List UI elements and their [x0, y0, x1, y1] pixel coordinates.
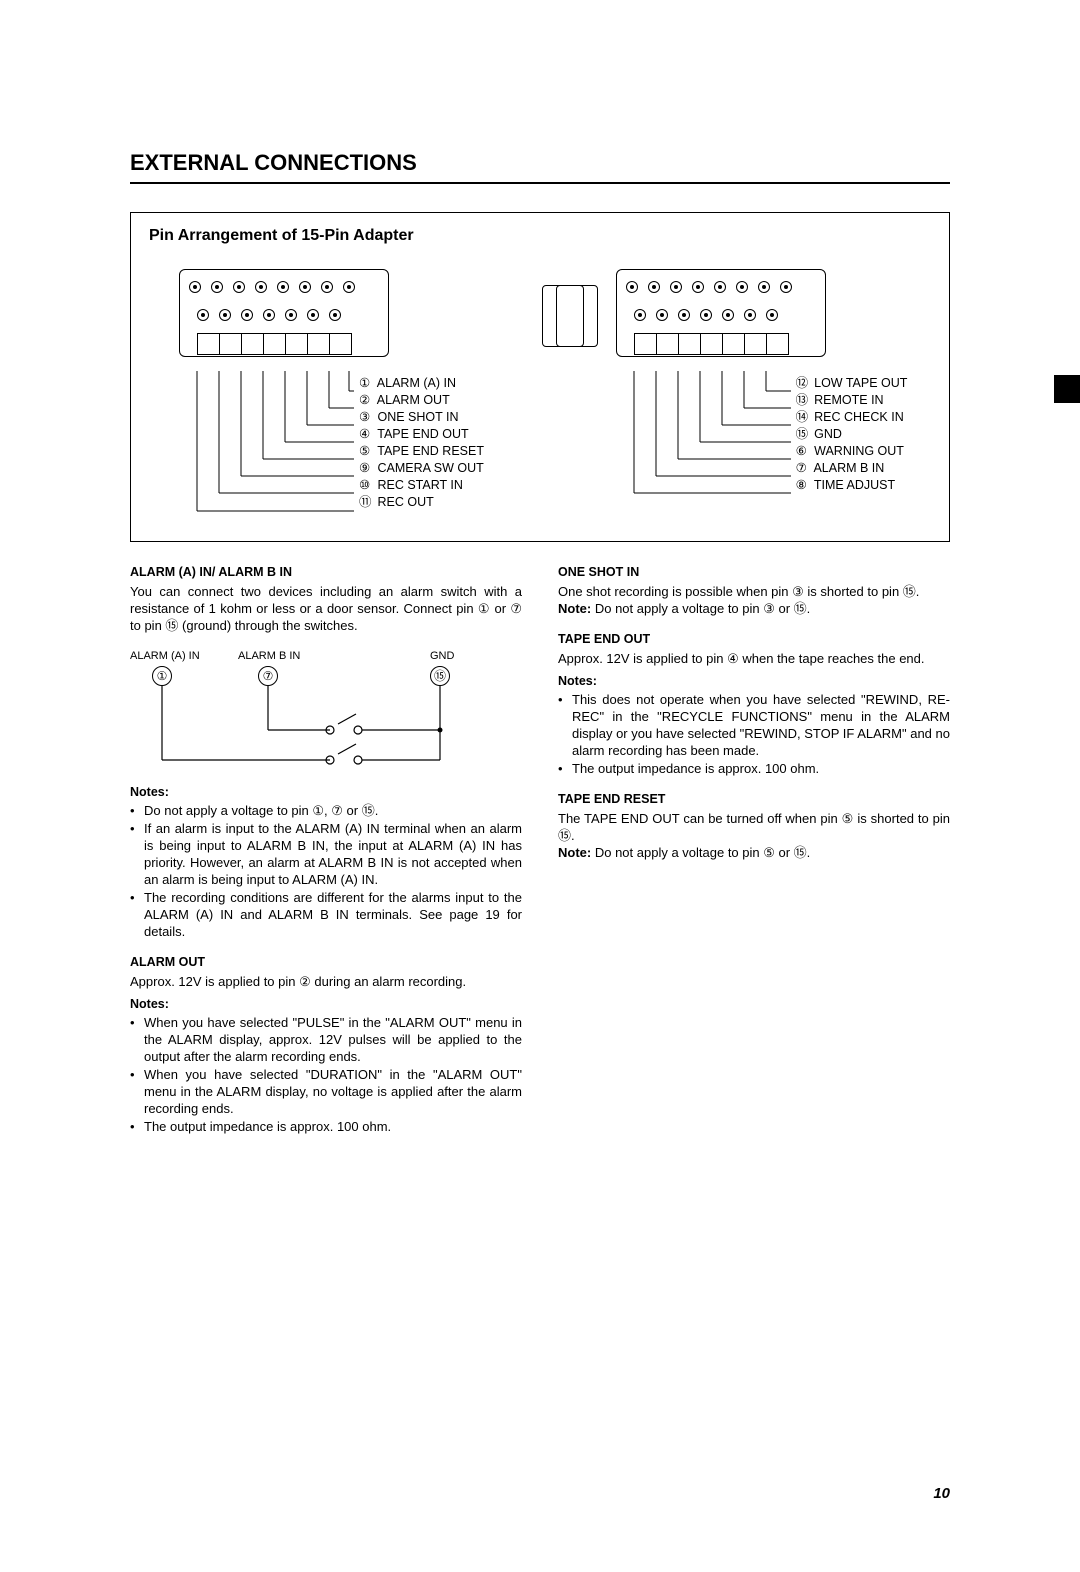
notes-head: Notes:: [130, 996, 522, 1013]
bullet-item: •Do not apply a voltage to pin ①, ⑦ or ⑮…: [130, 802, 522, 819]
bullet-item: •This does not operate when you have sel…: [558, 691, 950, 759]
box-subtitle: Pin Arrangement of 15-Pin Adapter: [149, 227, 931, 245]
bullet-item: •If an alarm is input to the ALARM (A) I…: [130, 820, 522, 888]
terminal-strip: [634, 333, 789, 355]
page-edge-tab: [1054, 375, 1080, 403]
body-text: Approx. 12V is applied to pin ④ when the…: [558, 650, 950, 667]
page-number: 10: [933, 1485, 950, 1502]
section-head: ALARM (A) IN/ ALARM B IN: [130, 564, 522, 581]
diagram-row: ① ALARM (A) IN ② ALARM OUT ③ ONE SHOT IN…: [149, 261, 931, 521]
note-line: Note: Do not apply a voltage to pin ⑤ or…: [558, 844, 950, 861]
bullet-item: •The output impedance is approx. 100 ohm…: [130, 1118, 522, 1135]
pin-row-bottom: [634, 309, 778, 321]
notes-head: Notes:: [130, 784, 522, 801]
pin-row-top: [626, 281, 792, 293]
body-text: You can connect two devices including an…: [130, 583, 522, 634]
section-head: ONE SHOT IN: [558, 564, 950, 581]
adapter-box: Pin Arrangement of 15-Pin Adapter: [130, 212, 950, 542]
note-line: Note: Do not apply a voltage to pin ③ or…: [558, 600, 950, 617]
text-columns: ALARM (A) IN/ ALARM B IN You can connect…: [130, 564, 950, 1135]
body-text: Approx. 12V is applied to pin ② during a…: [130, 973, 522, 990]
section-head: TAPE END RESET: [558, 791, 950, 808]
bullet-item: •When you have selected "DURATION" in th…: [130, 1066, 522, 1117]
dsub-icon: [556, 285, 598, 347]
body-text: The TAPE END OUT can be turned off when …: [558, 810, 950, 844]
bullet-item: •The recording conditions are different …: [130, 889, 522, 940]
pin-list-right: ⑫ LOW TAPE OUT ⑬ REMOTE IN ⑭ REC CHECK I…: [796, 375, 908, 494]
pin-row-top: [189, 281, 355, 293]
section-head: TAPE END OUT: [558, 631, 950, 648]
bullet-item: •The output impedance is approx. 100 ohm…: [558, 760, 950, 777]
terminal-strip: [197, 333, 352, 355]
wiring-diagram: ALARM (A) IN ALARM B IN GND ① ⑦ ⑮: [130, 648, 522, 778]
notes-head: Notes:: [558, 673, 950, 690]
pin-row-bottom: [197, 309, 341, 321]
right-column: ONE SHOT IN One shot recording is possib…: [558, 564, 950, 1135]
connector-right: ⑫ LOW TAPE OUT ⑬ REMOTE IN ⑭ REC CHECK I…: [556, 261, 931, 521]
left-column: ALARM (A) IN/ ALARM B IN You can connect…: [130, 564, 522, 1135]
page-title: EXTERNAL CONNECTIONS: [130, 150, 950, 184]
section-head: ALARM OUT: [130, 954, 522, 971]
connector-left: ① ALARM (A) IN ② ALARM OUT ③ ONE SHOT IN…: [149, 261, 524, 521]
body-text: One shot recording is possible when pin …: [558, 583, 950, 600]
bullet-item: •When you have selected "PULSE" in the "…: [130, 1014, 522, 1065]
pin-list-left: ① ALARM (A) IN ② ALARM OUT ③ ONE SHOT IN…: [359, 375, 484, 511]
